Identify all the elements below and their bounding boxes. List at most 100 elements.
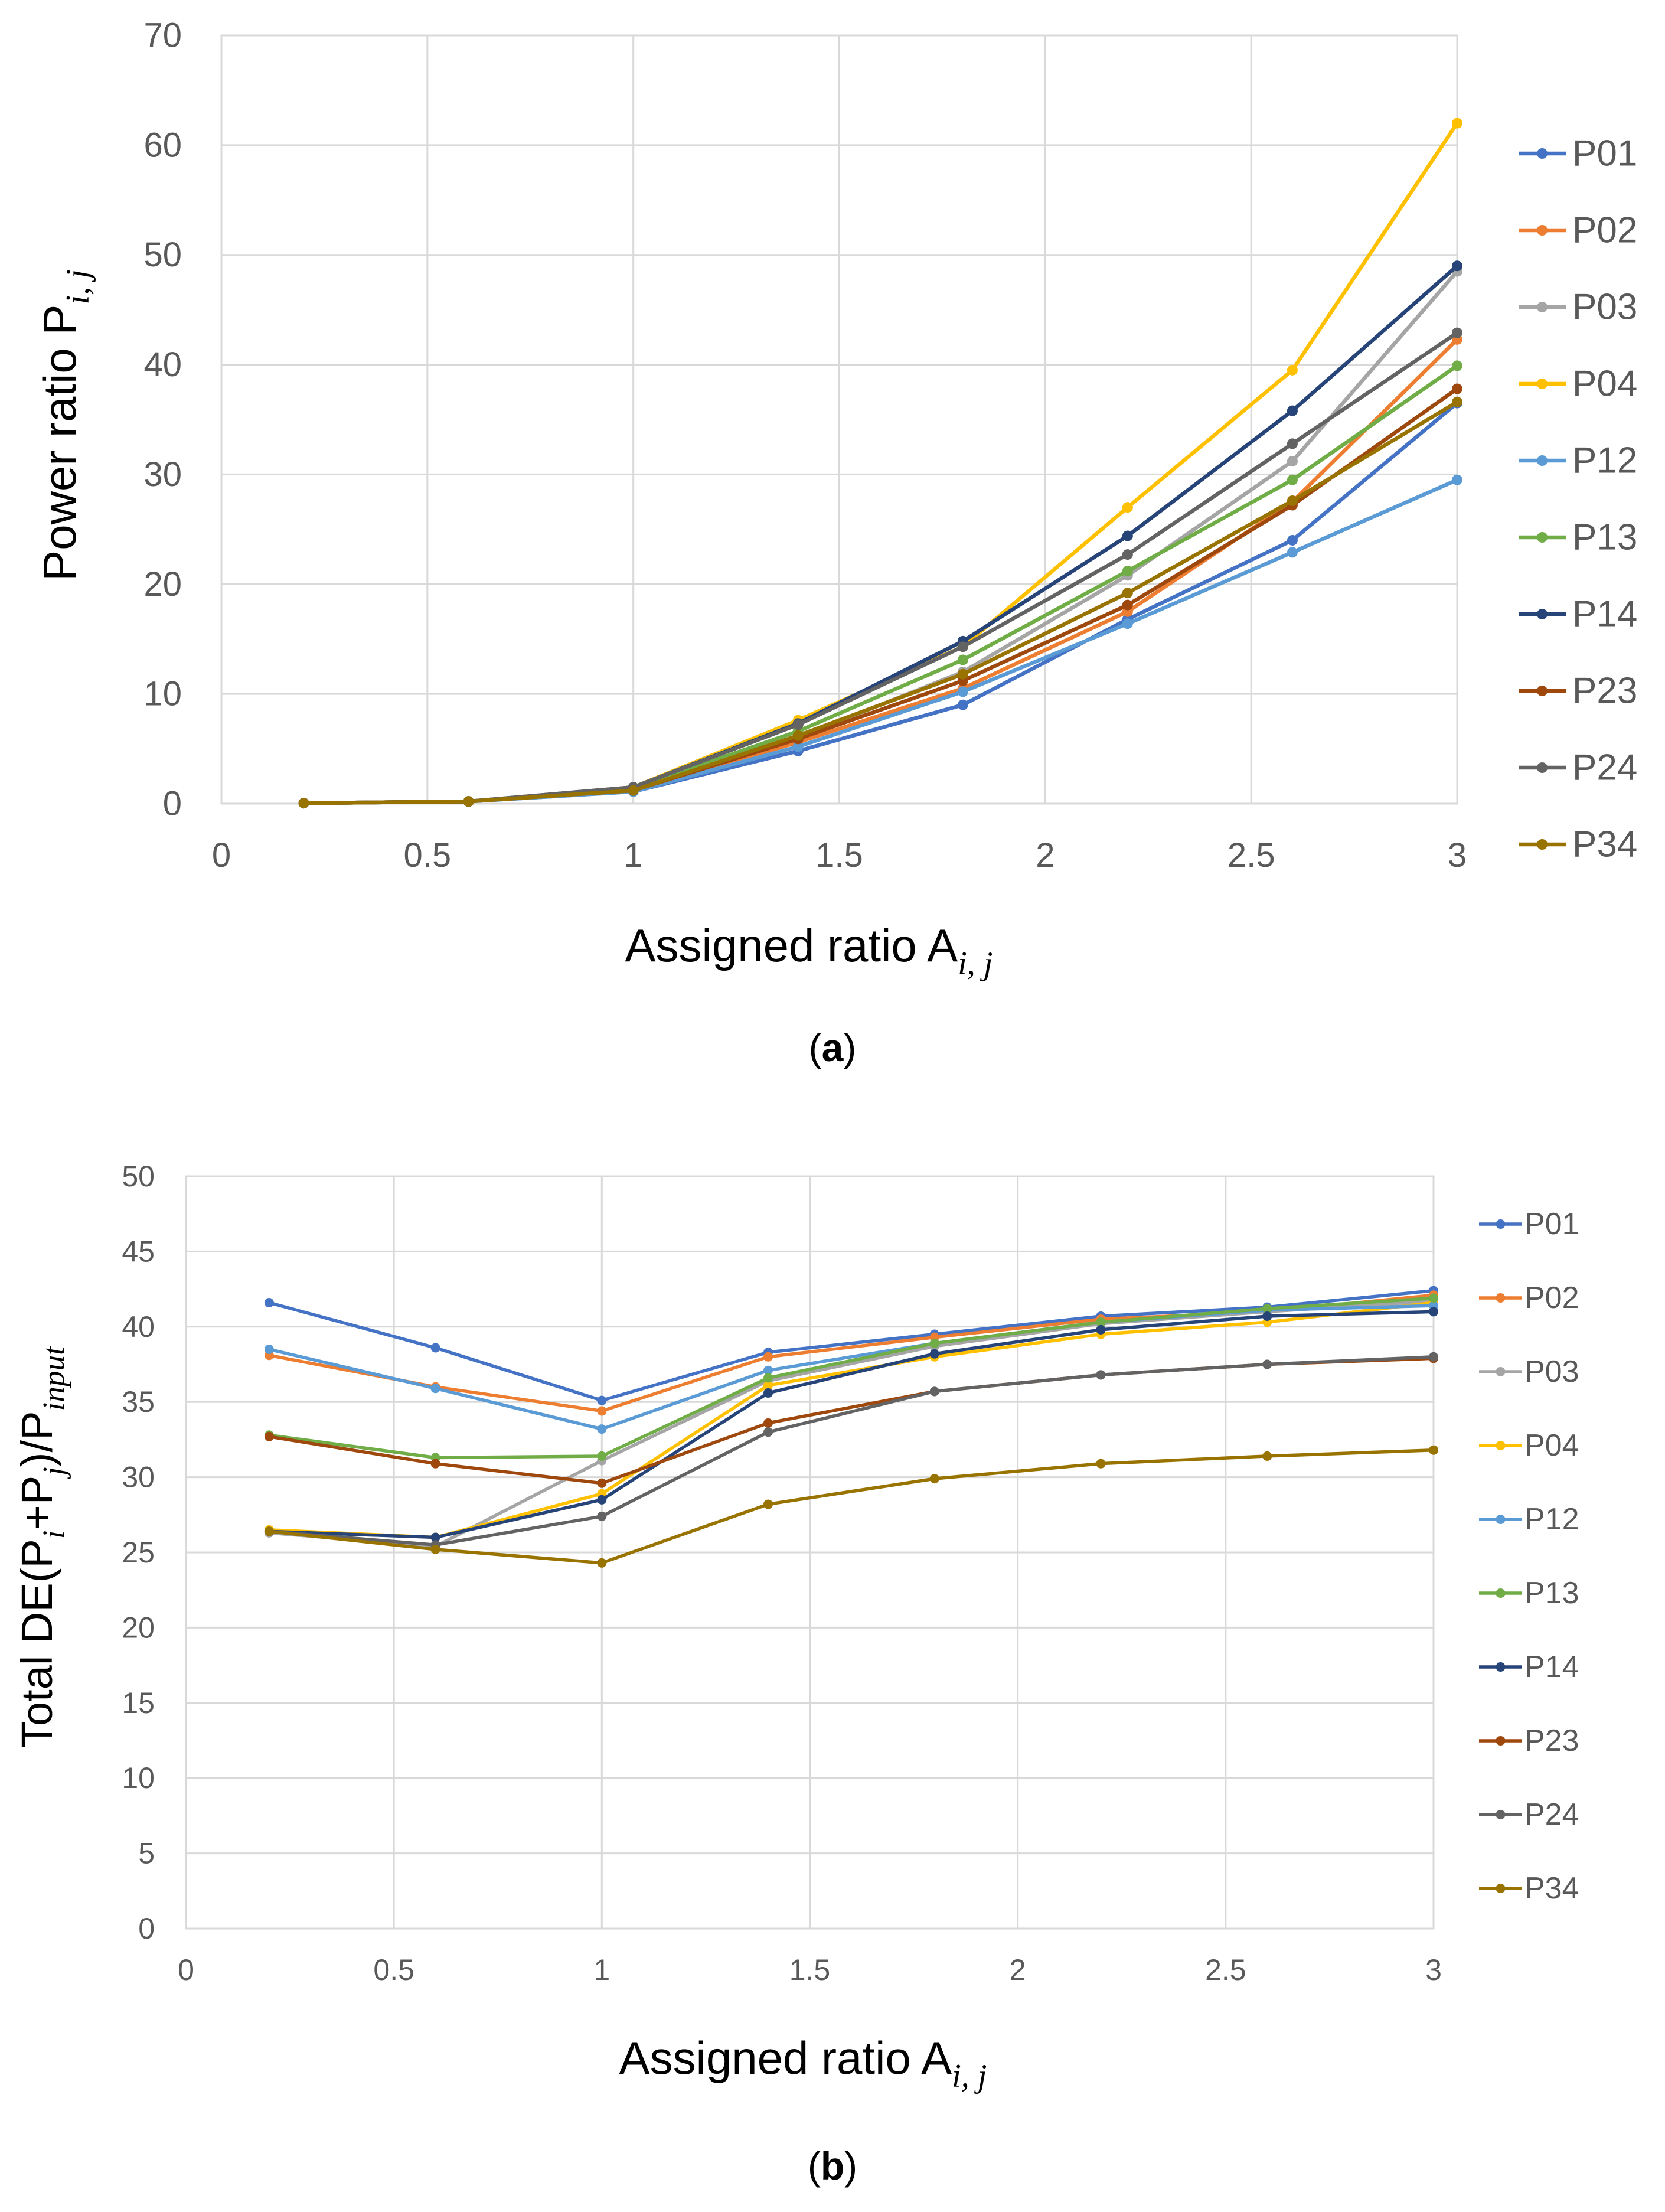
data-point [763, 1352, 773, 1362]
data-point [264, 1345, 274, 1355]
legend-swatch-marker [1496, 1219, 1506, 1229]
x-tick-labels: 0 0.5 1 1.5 2 2.5 3 [178, 1953, 1442, 1986]
legend-swatch-marker [1537, 532, 1548, 543]
legend-swatch-marker [1537, 455, 1548, 466]
legend-swatch-marker [1496, 1293, 1506, 1303]
x-axis-title-main: Assigned ratio A [619, 2032, 952, 2084]
data-point [1287, 456, 1298, 467]
data-point [763, 1427, 773, 1437]
data-point [1452, 396, 1462, 407]
legend: P01 P02 P03 P04 P12 P13 P14 P23 P24 P34 [1519, 133, 1637, 865]
data-point [763, 1499, 773, 1509]
legend-label: P23 [1572, 671, 1637, 712]
y-axis-title: Power ratio Pi, j [34, 269, 96, 581]
legend-swatch-marker [1496, 1515, 1506, 1524]
series-line [267, 1296, 1435, 1460]
y-tick-label: 40 [143, 345, 182, 384]
legend-swatch-marker [1496, 1441, 1506, 1450]
data-point [792, 719, 804, 730]
x-tick-labels: 0 0.5 1 1.5 2 2.5 3 [212, 836, 1467, 875]
data-point [1096, 1317, 1106, 1327]
data-point [264, 1298, 274, 1308]
legend-item-p04: P04 [1479, 1428, 1579, 1463]
data-point [1452, 327, 1462, 338]
panel-label-letter: b [821, 2144, 844, 2188]
data-point [463, 796, 474, 807]
data-point [430, 1343, 440, 1353]
panel-label-open: ( [808, 2144, 821, 2188]
y-tick-label: 50 [122, 1160, 155, 1193]
data-point [1122, 565, 1133, 576]
x-tick-label: 0.5 [404, 836, 452, 875]
data-point [929, 1338, 939, 1348]
data-point [957, 654, 968, 665]
data-point [957, 641, 968, 652]
y-tick-label: 30 [122, 1461, 155, 1494]
data-point [1287, 474, 1298, 485]
data-point [1452, 260, 1462, 272]
legend-swatch-marker [1537, 379, 1548, 389]
legend-label: P03 [1524, 1355, 1579, 1389]
y-tick-label: 0 [138, 1912, 155, 1945]
legend-label: P23 [1524, 1724, 1579, 1758]
legend-label: P04 [1572, 364, 1637, 404]
series-line [267, 1288, 1435, 1402]
y-tick-label: 25 [122, 1536, 155, 1569]
legend-item-p13: P13 [1479, 1576, 1579, 1610]
legend-item-p02: P02 [1479, 1281, 1579, 1315]
series-p34 [264, 1445, 1438, 1568]
panel-label-close: ) [843, 1026, 856, 1069]
legend-swatch-marker [1537, 839, 1548, 850]
y-axis-title-subscript: i [37, 1530, 71, 1539]
series-line [267, 1355, 1435, 1547]
y-axis-title: Total DE(Pi+Pj)/Pinput [12, 1346, 71, 1748]
y-tick-label: 10 [122, 1761, 155, 1795]
data-point [430, 1459, 440, 1469]
legend-item-p34: P34 [1479, 1871, 1579, 1906]
y-tick-labels: 0 5 10 15 20 25 30 35 40 45 50 [122, 1160, 155, 1945]
panel-label: (a) [809, 1026, 857, 1069]
y-tick-labels: 0 10 20 30 40 50 60 70 [143, 17, 182, 823]
legend-swatch-marker [1496, 1367, 1506, 1376]
series-line [267, 1448, 1435, 1565]
y-axis-title-subscript: j [37, 1467, 71, 1479]
data-point [1452, 474, 1462, 485]
data-point [1122, 588, 1133, 599]
x-axis-title: Assigned ratio Ai, j [619, 2032, 987, 2094]
legend-swatch-marker [1496, 1884, 1506, 1893]
y-axis-title-main: )/P [12, 1411, 61, 1467]
data-point [1287, 547, 1298, 558]
legend-item-p01: P01 [1519, 133, 1637, 174]
legend-label: P12 [1524, 1502, 1579, 1536]
x-tick-label: 3 [1448, 836, 1467, 875]
data-point [763, 1373, 773, 1383]
series-group [264, 1286, 1438, 1568]
data-point [1452, 360, 1462, 371]
data-point [1429, 1307, 1438, 1317]
x-axis-title: Assigned ratio Ai, j [625, 919, 993, 982]
y-tick-label: 30 [143, 455, 182, 494]
legend-label: P02 [1572, 210, 1637, 251]
data-point [264, 1431, 274, 1441]
legend-item-p23: P23 [1479, 1724, 1579, 1758]
y-tick-label: 35 [122, 1385, 155, 1418]
y-axis-title-main: Power ratio P [34, 305, 86, 581]
legend-swatch-marker [1537, 148, 1548, 159]
legend-label: P34 [1572, 824, 1637, 865]
data-point [1096, 1459, 1106, 1469]
legend-label: P12 [1572, 441, 1637, 481]
data-point [929, 1386, 939, 1397]
data-point [957, 686, 968, 697]
legend-item-p14: P14 [1519, 594, 1637, 635]
data-point [597, 1511, 607, 1521]
data-point [1452, 383, 1462, 394]
legend-swatch-marker [1496, 1588, 1506, 1598]
data-point [792, 741, 804, 752]
panel-label-letter: a [822, 1026, 844, 1069]
data-point [929, 1474, 939, 1484]
series-line [302, 400, 1460, 805]
legend-item-p14: P14 [1479, 1650, 1579, 1684]
data-point [763, 1388, 773, 1398]
data-point [1287, 495, 1298, 507]
